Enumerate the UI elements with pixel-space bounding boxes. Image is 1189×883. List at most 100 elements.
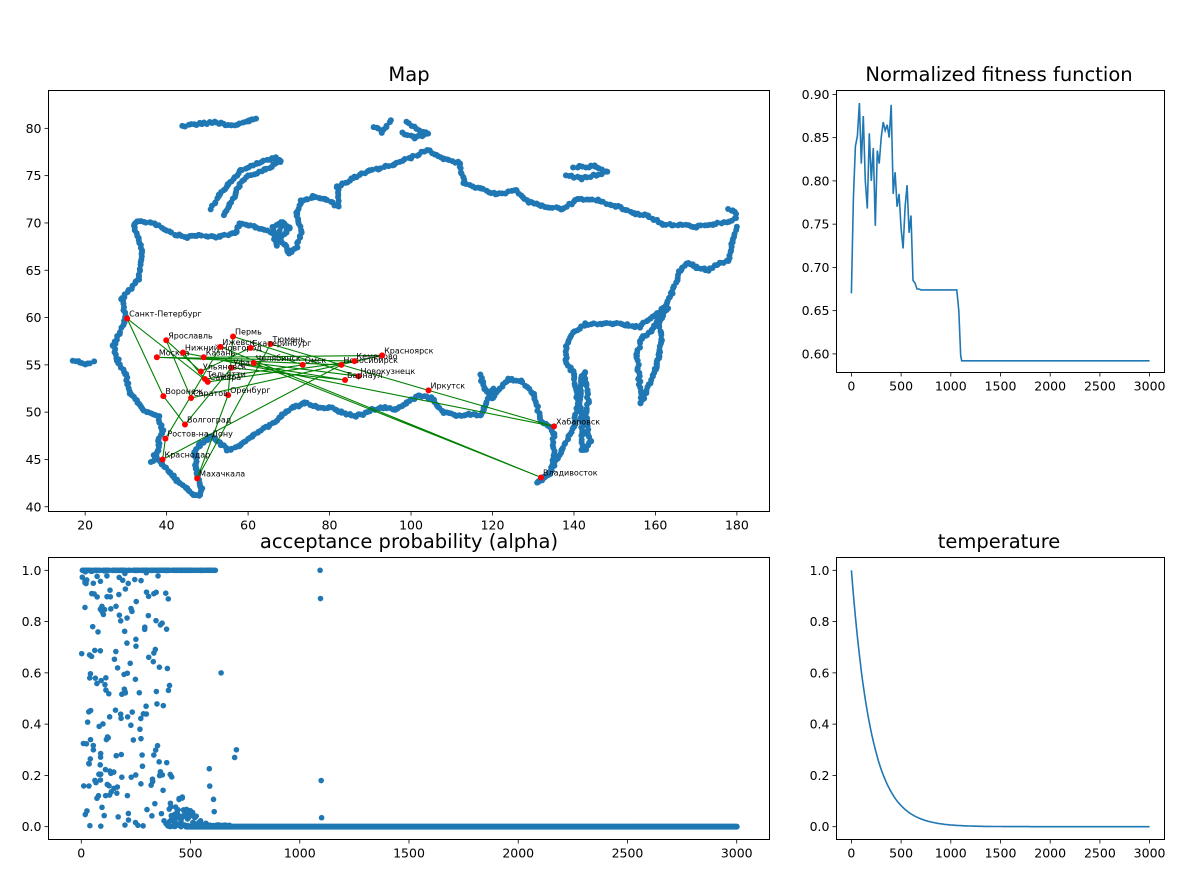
fitness-xtick-label: 1500 <box>985 379 1017 394</box>
alpha-point <box>91 747 97 753</box>
temperature-ticks: 0 500 1000 1500 2000 2500 30000.00.20.40.60.81… <box>810 563 1166 861</box>
alpha-ytick-label: 0.4 <box>22 717 42 732</box>
alpha-point <box>115 665 121 671</box>
map-xtick-label: 20 <box>77 518 93 533</box>
temperature-ytick-label: 1.0 <box>810 563 830 578</box>
map-xtick-label: 140 <box>562 518 586 533</box>
alpha-point <box>143 570 149 576</box>
alpha-point <box>319 815 325 821</box>
city-label: Хабаровск <box>556 417 600 426</box>
map-xtick-label: 60 <box>240 518 256 533</box>
alpha-point <box>163 590 169 596</box>
alpha-ytick-label: 0.8 <box>22 614 42 629</box>
alpha-point <box>133 677 139 683</box>
alpha-point <box>154 689 160 695</box>
alpha-point <box>157 568 163 574</box>
temperature-xtick-label: 500 <box>889 846 913 861</box>
alpha-point <box>155 573 161 579</box>
alpha-point <box>154 701 160 707</box>
alpha-point <box>88 708 94 714</box>
alpha-point <box>87 756 93 762</box>
alpha-point <box>129 609 135 615</box>
alpha-point <box>99 604 105 610</box>
coastline-point <box>665 305 671 311</box>
alpha-point <box>135 823 141 829</box>
alpha-point <box>167 818 173 824</box>
alpha-point <box>178 824 184 830</box>
alpha-point <box>209 568 215 574</box>
alpha-point <box>158 769 164 775</box>
temperature-xtick-label: 0 <box>847 846 855 861</box>
alpha-point <box>202 824 208 830</box>
alpha-point <box>158 622 164 628</box>
map-ytick-label: 45 <box>26 452 42 467</box>
temperature-ytick-label: 0.8 <box>810 614 830 629</box>
alpha-xtick-label: 500 <box>179 846 203 861</box>
map-panel: Map Санкт-Петербург Москва Ярославль Нижний… <box>26 63 770 533</box>
alpha-point <box>103 793 109 799</box>
alpha-point <box>232 755 238 761</box>
temperature-ytick-label: 0.2 <box>810 768 830 783</box>
alpha-point <box>92 648 98 654</box>
alpha-point <box>104 573 110 579</box>
city-label: Оренбург <box>230 386 270 395</box>
alpha-point <box>129 709 135 715</box>
fitness-plot-area <box>851 103 1149 361</box>
alpha-point <box>123 586 129 592</box>
coastline-point <box>534 480 540 486</box>
alpha-point <box>165 596 171 602</box>
alpha-point <box>87 823 93 829</box>
city-label: Ярославль <box>168 331 213 340</box>
alpha-point <box>114 568 120 574</box>
alpha-point <box>86 783 92 789</box>
alpha-point <box>108 606 114 612</box>
map-ytick-label: 55 <box>26 357 42 372</box>
coastline-point <box>582 369 588 375</box>
alpha-point <box>104 737 110 743</box>
city-label: Красноярск <box>384 346 433 355</box>
alpha-point <box>157 664 163 670</box>
coastline-segment <box>576 369 594 453</box>
coastline-segment <box>118 147 739 320</box>
alpha-point <box>141 711 147 717</box>
alpha-point <box>103 687 109 693</box>
alpha-point <box>95 629 101 635</box>
alpha-xtick-label: 2500 <box>612 846 644 861</box>
temperature-ytick-label: 0.6 <box>810 665 830 680</box>
city-label: Ростов-на-Дону <box>167 430 233 439</box>
fitness-xtick-label: 0 <box>847 379 855 394</box>
alpha-point <box>133 637 139 643</box>
alpha-point <box>103 767 109 773</box>
temperature-xtick-label: 1500 <box>985 846 1017 861</box>
coastline-point <box>490 386 496 392</box>
temperature-axes-frame <box>837 558 1165 840</box>
alpha-point <box>84 568 90 574</box>
coastline-point <box>148 459 154 465</box>
alpha-point <box>165 666 171 672</box>
fitness-xtick-label: 2000 <box>1034 379 1066 394</box>
fitness-marks <box>851 103 1149 361</box>
alpha-point <box>146 613 152 619</box>
map-marks: Санкт-ПетербургМоскваЯрославльНижний Нов… <box>70 116 740 499</box>
alpha-point <box>104 594 110 600</box>
alpha-point <box>104 782 110 788</box>
alpha-point <box>101 612 107 618</box>
coastline-segment <box>371 117 394 136</box>
fitness-ytick-label: 0.80 <box>802 173 830 188</box>
alpha-point <box>98 678 104 684</box>
alpha-point <box>143 703 149 709</box>
alpha-point <box>99 805 105 811</box>
city-label: Краснодар <box>165 450 211 459</box>
temperature-line <box>851 570 1149 826</box>
alpha-point <box>133 772 139 778</box>
alpha-axes-frame <box>49 558 770 840</box>
coastline-point <box>287 225 293 231</box>
alpha-point <box>211 809 217 815</box>
coastline-segment <box>725 206 739 217</box>
fitness-ytick-label: 0.70 <box>802 260 830 275</box>
fitness-title: Normalized fitness function <box>865 63 1132 86</box>
alpha-point <box>184 814 190 820</box>
alpha-point <box>140 763 146 769</box>
alpha-point <box>122 822 128 828</box>
